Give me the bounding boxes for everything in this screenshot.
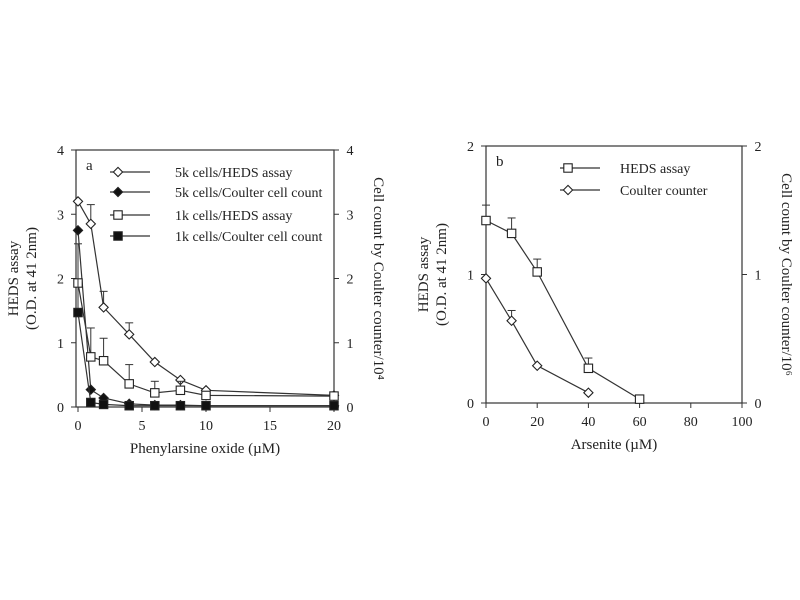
legend-label: 5k cells/HEDS assay [175,166,292,181]
data-point [150,388,160,398]
legend-label: HEDS assay [620,162,690,177]
series-1 [481,204,645,404]
x-tick-label: 5 [139,419,146,434]
x-tick-label: 10 [199,419,213,434]
data-point [175,400,186,411]
y-tick-label: 2 [57,273,64,288]
data-point [201,400,211,411]
data-point [85,218,97,230]
data-point [98,355,109,366]
x-tick-label: 20 [530,415,544,430]
series-4 [73,243,339,411]
legend-marker [563,163,573,173]
legend-marker [113,231,123,241]
data-point [124,400,134,411]
data-point [98,399,109,410]
y-tick-label: 0 [467,397,474,412]
series-line [485,219,640,400]
y-axis-label-units: (O.D. at 41 2nm) [434,223,450,326]
legend-marker [112,186,124,198]
y2-tick-label: 1 [755,269,762,284]
data-point [329,391,339,401]
data-point [72,224,84,236]
y2-tick-label: 0 [347,401,354,416]
y-axis-label: HEDS assay [416,236,432,312]
y-axis-label-units: (O.D. at 41 2nm) [24,227,40,330]
series-line [485,278,589,394]
y-tick-label: 4 [57,144,64,159]
y-tick-label: 1 [467,269,474,284]
x-axis-label: Arsenite (µM) [571,437,658,453]
data-point [506,228,517,239]
legend-label: Coulter counter [620,184,708,199]
legend-label: 5k cells/Coulter cell count [175,186,322,201]
x-tick-label: 0 [483,415,490,430]
data-point [149,356,161,368]
data-point [583,363,594,374]
data-point [532,267,542,277]
y-tick-label: 1 [57,337,64,352]
data-point [583,387,594,399]
y-tick-label: 3 [57,208,64,223]
series-line [77,282,335,397]
y2-tick-label: 1 [347,337,354,352]
legend: 5k cells/HEDS assay 5k cells/Coulter cell… [110,166,322,245]
x-axis-label: Phenylarsine oxide (µM) [130,441,280,457]
y-tick-label: 2 [467,140,474,155]
data-point [72,196,84,207]
data-point [73,307,83,318]
y2-axis-label: Cell count by Coulter counter/10⁴ [370,177,386,380]
data-point [175,385,186,396]
legend-marker [113,210,123,220]
series-line [77,230,334,407]
data-point [150,400,160,411]
legend-marker [562,184,574,196]
y2-axis-label: Cell count by Coulter counter/10⁶ [778,173,794,376]
x-tick-label: 80 [684,415,698,430]
data-point [201,390,211,401]
x-tick-label: 100 [732,415,753,430]
x-tick-label: 20 [327,419,341,434]
data-point [123,329,135,340]
data-point [480,272,492,284]
legend: HEDS assay Coulter counter [560,162,708,199]
legend-label: 1k cells/HEDS assay [175,209,292,224]
data-point [86,352,96,362]
chart-panel-a: 0 5 10 15 20 0 1 2 3 4 0 1 2 3 4 Phenylarsine oxide (µM… [6,144,386,457]
series-2 [480,272,594,399]
legend-label: 1k cells/Coulter cell count [175,230,322,245]
y2-tick-label: 3 [347,208,354,223]
x-tick-label: 60 [633,415,647,430]
series-line [77,201,335,396]
y2-tick-label: 2 [755,140,762,155]
y2-tick-label: 0 [755,397,762,412]
data-point [481,215,491,226]
data-point [329,400,339,411]
data-point [506,315,517,327]
x-tick-label: 40 [581,415,595,430]
data-point [531,360,543,372]
legend-marker [112,166,124,178]
x-tick-label: 15 [263,419,277,434]
data-point [86,397,96,408]
series-3 [73,278,339,401]
panel-label: a [86,158,93,174]
data-point [85,384,97,396]
y2-tick-label: 2 [347,273,354,288]
panel-label: b [496,154,504,170]
y2-tick-label: 4 [347,144,354,159]
x-tick-label: 0 [75,419,82,434]
data-point [98,302,109,313]
y-tick-label: 0 [57,401,64,416]
data-point [634,394,645,404]
data-point [124,379,134,389]
y-axis-label: HEDS assay [6,240,22,316]
